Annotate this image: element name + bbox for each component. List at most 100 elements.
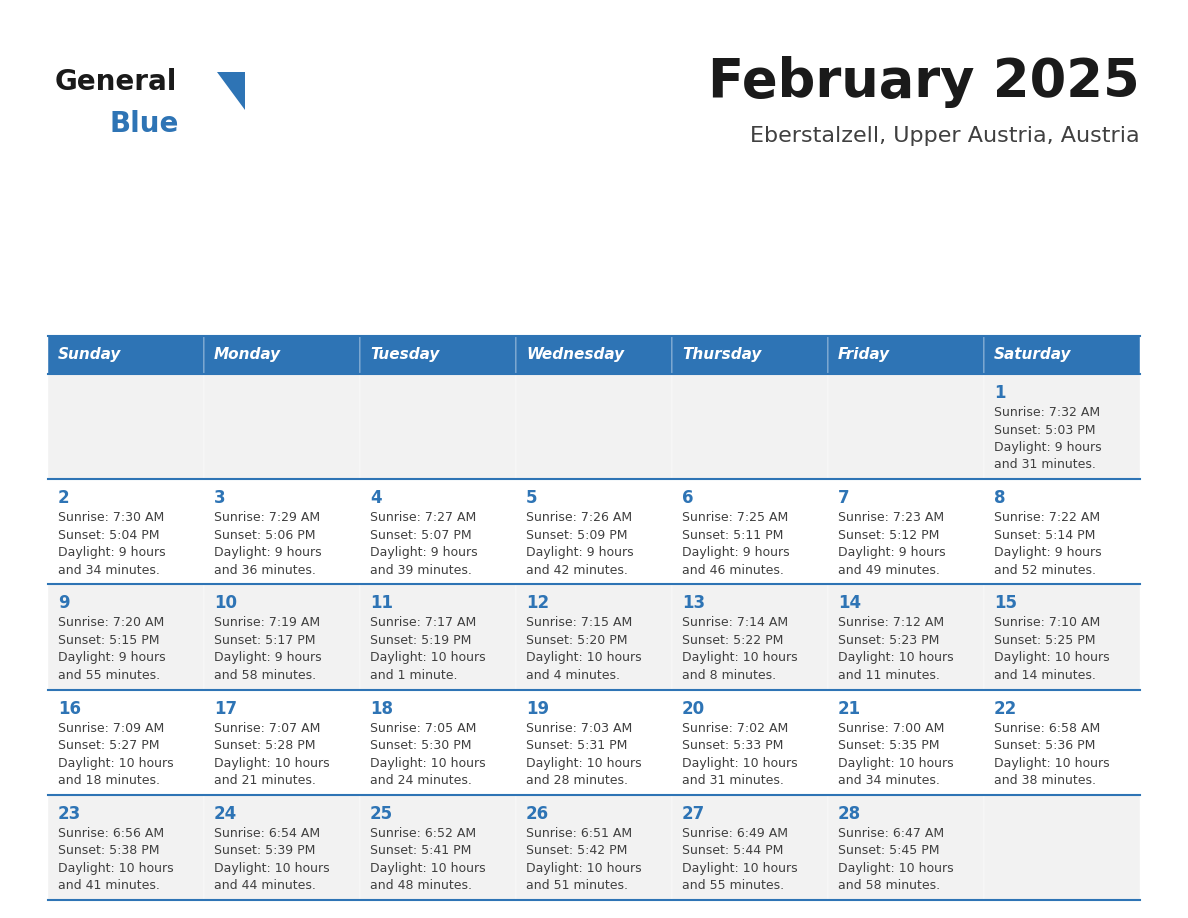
Bar (360, 795, 516, 900)
Bar (360, 336, 516, 374)
Text: Sunset: 5:28 PM: Sunset: 5:28 PM (214, 739, 316, 752)
Polygon shape (217, 72, 245, 110)
Bar (204, 374, 360, 479)
Text: Daylight: 9 hours: Daylight: 9 hours (58, 652, 165, 665)
Bar (828, 585, 984, 689)
Bar (984, 795, 1140, 900)
Text: Sunset: 5:07 PM: Sunset: 5:07 PM (369, 529, 472, 542)
Text: Sunrise: 7:27 AM: Sunrise: 7:27 AM (369, 511, 476, 524)
Text: Sunday: Sunday (58, 348, 121, 363)
Text: February 2025: February 2025 (708, 56, 1140, 108)
Text: Daylight: 10 hours: Daylight: 10 hours (526, 652, 642, 665)
Text: 18: 18 (369, 700, 393, 718)
Text: Sunrise: 7:17 AM: Sunrise: 7:17 AM (369, 616, 476, 630)
Text: Sunrise: 6:58 AM: Sunrise: 6:58 AM (994, 722, 1100, 734)
Text: 12: 12 (526, 594, 549, 612)
Text: 6: 6 (682, 489, 694, 508)
Text: General: General (55, 68, 177, 96)
Text: Sunset: 5:03 PM: Sunset: 5:03 PM (994, 423, 1095, 436)
Text: Sunrise: 7:19 AM: Sunrise: 7:19 AM (214, 616, 320, 630)
Text: and 36 minutes.: and 36 minutes. (214, 564, 316, 577)
Text: Daylight: 10 hours: Daylight: 10 hours (526, 756, 642, 769)
Text: Daylight: 10 hours: Daylight: 10 hours (838, 862, 954, 875)
Text: 23: 23 (58, 805, 81, 823)
Text: Sunrise: 7:05 AM: Sunrise: 7:05 AM (369, 722, 476, 734)
Bar (672, 585, 828, 689)
Text: Sunrise: 6:49 AM: Sunrise: 6:49 AM (682, 827, 788, 840)
Bar (204, 336, 360, 374)
Bar (48, 374, 204, 479)
Text: Daylight: 9 hours: Daylight: 9 hours (682, 546, 790, 559)
Text: Daylight: 10 hours: Daylight: 10 hours (838, 756, 954, 769)
Bar (516, 479, 672, 585)
Text: Daylight: 10 hours: Daylight: 10 hours (682, 862, 797, 875)
Text: 3: 3 (214, 489, 226, 508)
Text: Thursday: Thursday (682, 348, 762, 363)
Text: Daylight: 10 hours: Daylight: 10 hours (369, 862, 486, 875)
Bar (204, 689, 360, 795)
Bar (984, 374, 1140, 479)
Text: and 31 minutes.: and 31 minutes. (994, 458, 1095, 472)
Text: Sunset: 5:45 PM: Sunset: 5:45 PM (838, 845, 940, 857)
Text: Sunset: 5:39 PM: Sunset: 5:39 PM (214, 845, 315, 857)
Text: Sunrise: 6:56 AM: Sunrise: 6:56 AM (58, 827, 164, 840)
Text: Daylight: 10 hours: Daylight: 10 hours (682, 756, 797, 769)
Text: Sunrise: 7:22 AM: Sunrise: 7:22 AM (994, 511, 1100, 524)
Text: 2: 2 (58, 489, 70, 508)
Text: and 34 minutes.: and 34 minutes. (58, 564, 160, 577)
Text: Sunset: 5:06 PM: Sunset: 5:06 PM (214, 529, 316, 542)
Text: and 58 minutes.: and 58 minutes. (214, 669, 316, 682)
Bar (672, 336, 828, 374)
Text: and 14 minutes.: and 14 minutes. (994, 669, 1095, 682)
Text: Sunrise: 6:47 AM: Sunrise: 6:47 AM (838, 827, 944, 840)
Bar (828, 336, 984, 374)
Text: 28: 28 (838, 805, 861, 823)
Text: Sunrise: 7:29 AM: Sunrise: 7:29 AM (214, 511, 320, 524)
Text: 22: 22 (994, 700, 1017, 718)
Text: Daylight: 9 hours: Daylight: 9 hours (214, 652, 322, 665)
Text: and 55 minutes.: and 55 minutes. (682, 879, 784, 892)
Text: and 44 minutes.: and 44 minutes. (214, 879, 316, 892)
Text: Daylight: 10 hours: Daylight: 10 hours (58, 862, 173, 875)
Text: 14: 14 (838, 594, 861, 612)
Text: 8: 8 (994, 489, 1005, 508)
Text: 13: 13 (682, 594, 706, 612)
Text: Sunset: 5:22 PM: Sunset: 5:22 PM (682, 634, 783, 647)
Bar (48, 795, 204, 900)
Bar (828, 479, 984, 585)
Text: Sunrise: 7:32 AM: Sunrise: 7:32 AM (994, 406, 1100, 419)
Text: and 1 minute.: and 1 minute. (369, 669, 457, 682)
Text: and 48 minutes.: and 48 minutes. (369, 879, 472, 892)
Bar (48, 336, 204, 374)
Text: Daylight: 10 hours: Daylight: 10 hours (994, 652, 1110, 665)
Text: Sunset: 5:12 PM: Sunset: 5:12 PM (838, 529, 940, 542)
Bar (360, 479, 516, 585)
Text: and 4 minutes.: and 4 minutes. (526, 669, 620, 682)
Text: Sunrise: 7:03 AM: Sunrise: 7:03 AM (526, 722, 632, 734)
Text: Sunset: 5:44 PM: Sunset: 5:44 PM (682, 845, 783, 857)
Text: and 55 minutes.: and 55 minutes. (58, 669, 160, 682)
Text: Daylight: 9 hours: Daylight: 9 hours (994, 546, 1101, 559)
Bar (984, 689, 1140, 795)
Text: and 39 minutes.: and 39 minutes. (369, 564, 472, 577)
Text: Daylight: 10 hours: Daylight: 10 hours (838, 652, 954, 665)
Text: 11: 11 (369, 594, 393, 612)
Text: Daylight: 9 hours: Daylight: 9 hours (838, 546, 946, 559)
Text: and 41 minutes.: and 41 minutes. (58, 879, 160, 892)
Bar (984, 479, 1140, 585)
Text: 19: 19 (526, 700, 549, 718)
Text: Sunrise: 7:14 AM: Sunrise: 7:14 AM (682, 616, 788, 630)
Text: Daylight: 10 hours: Daylight: 10 hours (369, 756, 486, 769)
Text: Daylight: 9 hours: Daylight: 9 hours (994, 441, 1101, 454)
Bar (48, 689, 204, 795)
Text: Sunrise: 7:26 AM: Sunrise: 7:26 AM (526, 511, 632, 524)
Text: Sunset: 5:31 PM: Sunset: 5:31 PM (526, 739, 627, 752)
Text: 7: 7 (838, 489, 849, 508)
Text: Sunset: 5:20 PM: Sunset: 5:20 PM (526, 634, 627, 647)
Text: Sunset: 5:17 PM: Sunset: 5:17 PM (214, 634, 316, 647)
Text: Daylight: 10 hours: Daylight: 10 hours (526, 862, 642, 875)
Bar (516, 336, 672, 374)
Text: Sunrise: 6:52 AM: Sunrise: 6:52 AM (369, 827, 476, 840)
Text: 16: 16 (58, 700, 81, 718)
Text: 25: 25 (369, 805, 393, 823)
